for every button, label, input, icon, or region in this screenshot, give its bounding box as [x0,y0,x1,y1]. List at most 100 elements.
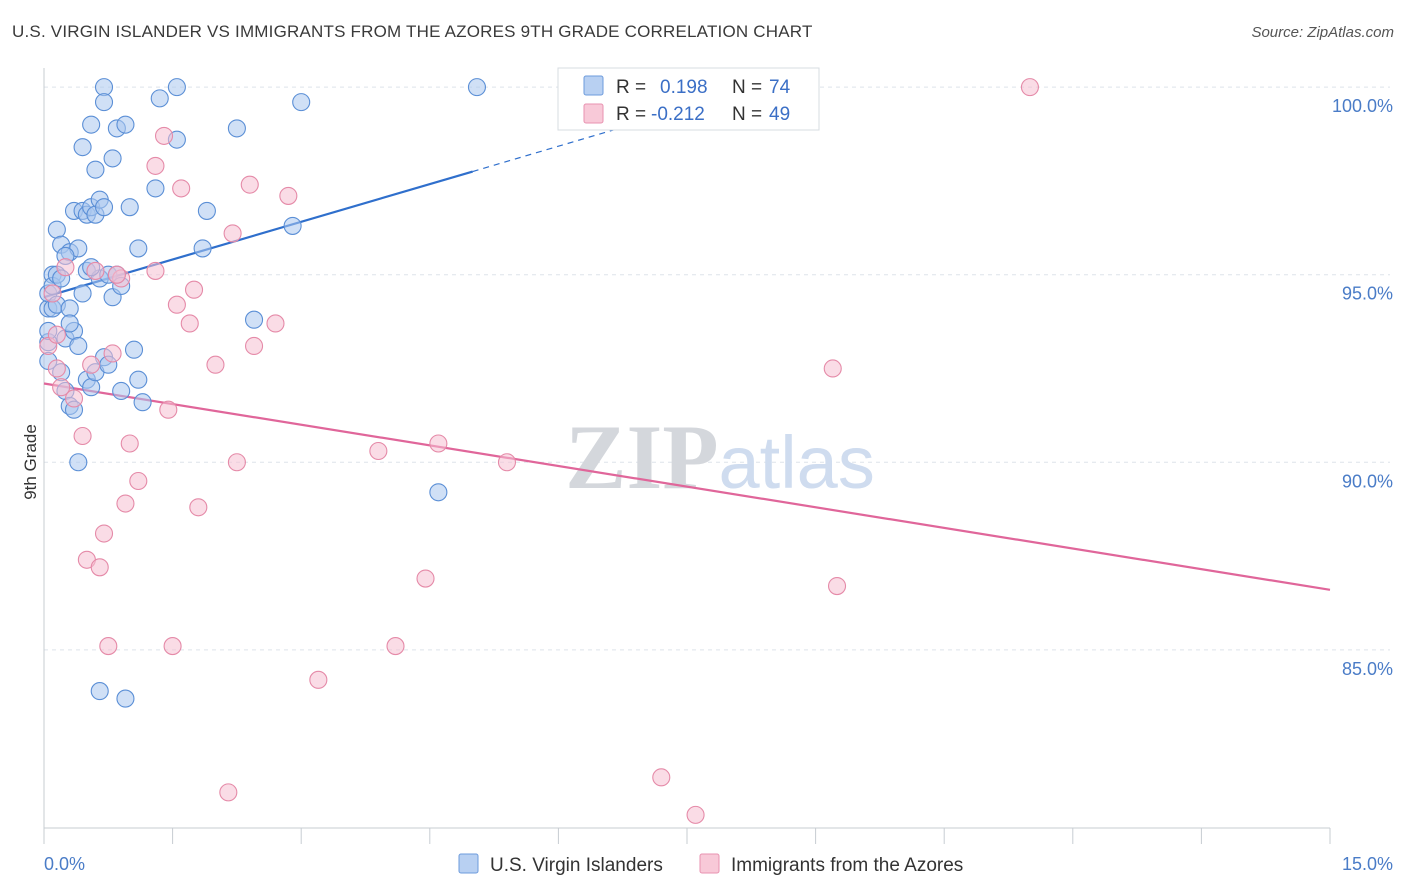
azores-point [172,179,191,198]
virgin-islander-point [467,78,487,97]
y-tick-label: 95.0% [1342,284,1393,304]
virgin-islander-point [73,284,92,303]
azores-point [227,453,246,472]
virgin-islander-point [283,216,302,235]
virgin-islander-point [116,689,135,708]
virgin-islander-point [129,239,148,258]
azores-point [94,524,114,543]
virgin-islander-point [429,483,448,502]
grid-lines [44,86,1390,651]
azores-point [43,284,62,303]
azores-point [386,637,405,656]
virgin-islander-point [94,198,114,217]
virgin-islander-point [244,310,264,329]
azores-point [120,434,139,453]
azores-point [827,576,847,596]
virgin-islander-point [292,93,311,112]
azores-point [146,261,165,280]
y-tick-label: 90.0% [1342,471,1393,491]
legend-bottom-swatch-pink [699,853,720,874]
virgin-islander-point [47,220,66,239]
azores-point [184,280,204,299]
azores-point [103,344,122,363]
azores-point [82,355,101,374]
source-label: Source: ZipAtlas.com [1251,24,1394,41]
azores-point [154,126,174,145]
azores-point [240,175,259,194]
azores-point [47,359,66,378]
legend-n-label-pink: N = [732,104,762,125]
azores-point [86,261,105,280]
virgin-islander-point [227,119,246,138]
azores-point [180,314,199,333]
y-axis-label: 9th Grade [21,424,40,500]
virgin-islander-point [73,138,92,157]
virgin-islander-point [86,160,105,179]
virgin-islander-point [60,314,79,333]
legend-n-label-blue: N = [732,77,762,98]
azores-point [47,325,66,344]
chart-title: U.S. VIRGIN ISLANDER VS IMMIGRANTS FROM … [12,22,813,41]
azores-point [107,265,126,284]
virgin-islander-point [82,115,101,134]
virgin-islander-point [90,682,109,701]
azores-point [99,637,118,656]
azores-point [429,434,448,453]
watermark-atlas: atlas [719,421,875,504]
virgin-islander-point [60,299,79,318]
watermark-zip: ZIP [565,406,718,508]
virgin-islander-point [197,201,216,220]
azores-point [116,494,135,513]
virgin-islander-point [120,198,139,217]
azores-point [56,258,75,277]
virgin-islander-point [82,378,101,397]
virgin-islander-point [124,340,144,359]
legend-r-label-blue: R = [616,77,646,98]
virgin-islander-point [129,370,148,389]
azores-point [146,156,165,175]
azores-point [219,783,238,802]
azores-point [279,186,298,205]
azores-point [64,389,84,408]
legend-n-value-pink: 49 [769,104,790,125]
legend-bottom-swatch-blue [458,853,479,874]
legend-n-value-blue: 74 [769,77,791,98]
azores-point [1020,78,1039,97]
azores-point [52,378,71,397]
virgin-islander-point [69,453,88,472]
azores-point [189,498,208,517]
watermark: ZIPatlas [565,406,875,508]
y-tick-labels: 100.0% 95.0% 90.0% 85.0% [1332,96,1393,679]
y-tick-label: 100.0% [1332,96,1393,116]
azores-point [652,768,671,787]
virgin-islander-point [103,149,122,168]
correlation-legend: R = 0.198 N = 74 R = -0.212 N = 49 [557,67,820,131]
azores-point [206,355,225,374]
azores-point [73,426,92,446]
legend-swatch-blue [583,75,604,96]
legend-bottom-label-pink: Immigrants from the Azores [731,855,963,876]
legend-r-label-pink: R = [616,104,646,125]
azores-point [823,359,842,378]
virgin-islander-point [133,393,152,412]
virgin-islander-point [167,78,186,97]
virgin-islander-point [193,239,212,258]
azores-point [244,336,264,356]
legend-r-value-blue: 0.198 [660,77,708,98]
azores-point [309,670,328,689]
virgin-islander-point [94,78,114,97]
trend-lines [43,120,1331,591]
virgin-islander-point [94,93,114,112]
x-tick-label: 0.0% [44,854,85,874]
x-tick-labels: 0.0% 15.0% [44,854,1393,874]
virgin-islander-point [150,89,169,108]
azores-point [159,400,178,419]
virgin-islander-point [69,336,88,356]
series-azores-points [39,78,1039,824]
azores-point [416,569,435,588]
trend-line-azores [43,382,1331,591]
legend-r-value-pink: -0.212 [651,104,705,125]
axes [43,68,1331,844]
virgin-islander-point [112,381,131,401]
